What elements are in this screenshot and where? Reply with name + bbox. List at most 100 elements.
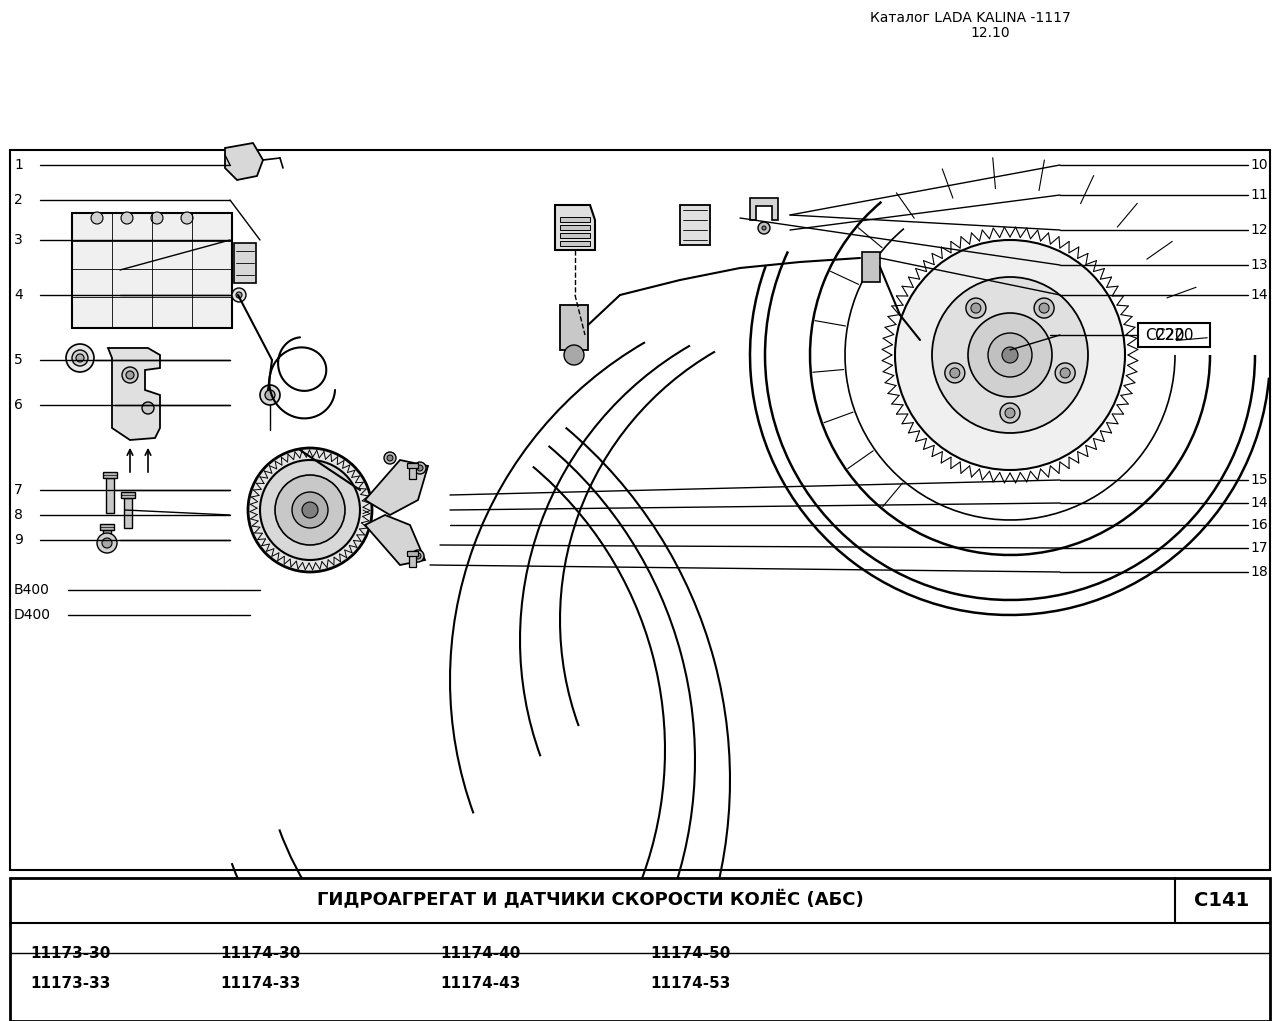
Polygon shape: [750, 198, 778, 220]
Text: 7: 7: [14, 483, 23, 497]
Text: 17: 17: [1251, 541, 1268, 555]
Text: 11174-30: 11174-30: [220, 945, 301, 961]
Text: 10: 10: [1251, 158, 1268, 172]
Circle shape: [932, 277, 1088, 433]
Bar: [106, 478, 114, 513]
Text: 11174-53: 11174-53: [650, 975, 731, 990]
Circle shape: [72, 350, 88, 366]
Circle shape: [122, 367, 138, 383]
Circle shape: [758, 222, 771, 234]
Circle shape: [1034, 298, 1055, 319]
Bar: [1138, 323, 1210, 347]
Circle shape: [1005, 408, 1015, 418]
Bar: [10, 878, 1270, 1021]
Bar: [410, 551, 416, 567]
Circle shape: [988, 333, 1032, 377]
Circle shape: [248, 448, 372, 572]
Circle shape: [97, 533, 116, 553]
Circle shape: [895, 240, 1125, 470]
Circle shape: [945, 362, 965, 383]
Bar: [680, 205, 710, 245]
Bar: [407, 551, 419, 556]
Circle shape: [91, 212, 102, 224]
Bar: [410, 463, 416, 479]
Text: 14: 14: [1251, 288, 1268, 302]
Circle shape: [968, 313, 1052, 397]
Circle shape: [762, 226, 765, 230]
Circle shape: [67, 344, 93, 372]
Bar: [234, 243, 256, 283]
Circle shape: [292, 492, 328, 528]
Circle shape: [950, 368, 960, 378]
Text: 5: 5: [14, 353, 23, 367]
Bar: [561, 233, 590, 238]
Text: 16: 16: [1251, 518, 1268, 532]
Text: 2: 2: [14, 193, 23, 207]
Bar: [561, 225, 590, 230]
Text: 12.10: 12.10: [970, 26, 1010, 40]
Circle shape: [232, 288, 246, 302]
Circle shape: [302, 502, 317, 518]
Text: C141: C141: [1194, 890, 1249, 910]
Text: ГИДРОАГРЕГАТ И ДАТЧИКИ СКОРОСТИ КОЛЁС (АБС): ГИДРОАГРЕГАТ И ДАТЧИКИ СКОРОСТИ КОЛЁС (А…: [316, 890, 864, 910]
Circle shape: [1002, 347, 1018, 363]
Bar: [102, 472, 116, 478]
Polygon shape: [365, 460, 428, 515]
Circle shape: [1060, 368, 1070, 378]
Circle shape: [265, 390, 275, 400]
Circle shape: [415, 553, 421, 560]
Circle shape: [260, 385, 280, 405]
Circle shape: [1000, 403, 1020, 423]
Text: C220: C220: [1146, 328, 1184, 342]
Text: 11: 11: [1251, 188, 1268, 202]
Text: 6: 6: [14, 398, 23, 412]
Bar: [100, 524, 114, 530]
Text: 1: 1: [14, 158, 23, 172]
Circle shape: [275, 475, 346, 545]
Circle shape: [142, 402, 154, 414]
Circle shape: [76, 354, 84, 362]
Text: 11174-40: 11174-40: [440, 945, 521, 961]
Circle shape: [1055, 362, 1075, 383]
Text: D400: D400: [14, 607, 51, 622]
Circle shape: [236, 292, 242, 298]
Circle shape: [180, 212, 193, 224]
Text: 13: 13: [1251, 258, 1268, 272]
Bar: [124, 498, 132, 528]
Circle shape: [125, 371, 134, 379]
Circle shape: [412, 550, 424, 562]
Bar: [561, 305, 588, 350]
Text: 15: 15: [1251, 473, 1268, 487]
Bar: [102, 530, 111, 545]
Circle shape: [102, 538, 113, 548]
Polygon shape: [225, 143, 262, 180]
Circle shape: [151, 212, 163, 224]
Bar: [861, 252, 881, 282]
Text: 14: 14: [1251, 496, 1268, 510]
Circle shape: [384, 452, 396, 464]
Bar: [122, 492, 134, 498]
Text: C220: C220: [1155, 328, 1194, 342]
Text: 11174-43: 11174-43: [440, 975, 521, 990]
Text: 9: 9: [14, 533, 23, 547]
Circle shape: [260, 460, 360, 560]
Text: 11174-33: 11174-33: [220, 975, 301, 990]
Bar: [407, 463, 419, 468]
Circle shape: [413, 461, 426, 474]
Circle shape: [564, 345, 584, 364]
Polygon shape: [108, 348, 160, 440]
Polygon shape: [365, 515, 425, 565]
Text: 12: 12: [1251, 223, 1268, 237]
Text: B400: B400: [14, 583, 50, 597]
Polygon shape: [556, 205, 595, 250]
Circle shape: [417, 465, 422, 471]
Text: 11174-50: 11174-50: [650, 945, 731, 961]
Text: 11173-33: 11173-33: [29, 975, 110, 990]
Text: 4: 4: [14, 288, 23, 302]
Circle shape: [122, 212, 133, 224]
Text: 3: 3: [14, 233, 23, 247]
Circle shape: [966, 298, 986, 319]
Circle shape: [1039, 303, 1050, 313]
Text: Каталог LADA KALINA -1117: Каталог LADA KALINA -1117: [870, 11, 1071, 25]
Text: 8: 8: [14, 508, 23, 522]
